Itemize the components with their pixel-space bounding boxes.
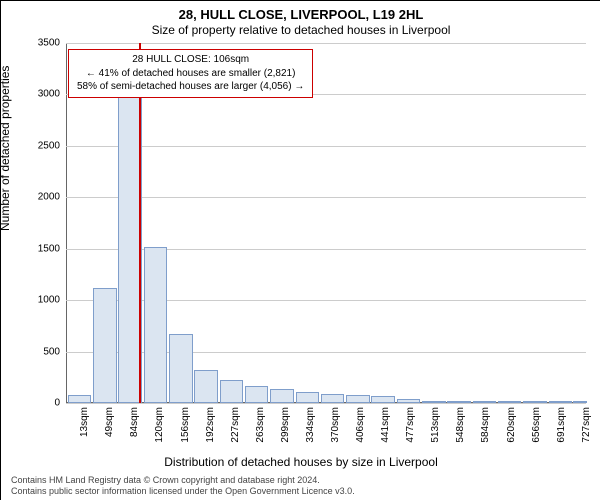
x-tick-label: 370sqm bbox=[330, 407, 341, 443]
histogram-bar bbox=[144, 247, 168, 403]
y-tick-label: 0 bbox=[54, 398, 60, 409]
gridline bbox=[66, 197, 586, 198]
histogram-bar bbox=[118, 72, 142, 403]
histogram-bar bbox=[68, 395, 92, 403]
x-tick-label: 13sqm bbox=[79, 407, 90, 437]
callout-line-2: ← 41% of detached houses are smaller (2,… bbox=[77, 67, 304, 81]
x-tick-label: 49sqm bbox=[104, 407, 115, 437]
y-tick-label: 1000 bbox=[38, 295, 60, 306]
histogram-bar bbox=[397, 399, 421, 403]
histogram-bar bbox=[194, 370, 218, 403]
y-tick-label: 3000 bbox=[38, 89, 60, 100]
histogram-bar bbox=[346, 395, 370, 403]
histogram-bar bbox=[296, 392, 320, 403]
y-tick-label: 3500 bbox=[38, 38, 60, 49]
histogram-bar bbox=[169, 334, 193, 403]
callout-box: 28 HULL CLOSE: 106sqm← 41% of detached h… bbox=[68, 49, 313, 98]
histogram-bar bbox=[473, 401, 497, 403]
histogram-bar bbox=[422, 401, 446, 404]
histogram-bar bbox=[573, 401, 587, 403]
histogram-bar bbox=[549, 401, 573, 403]
histogram-bar bbox=[93, 288, 117, 403]
gridline bbox=[66, 43, 586, 44]
y-tick-label: 500 bbox=[43, 346, 60, 357]
x-tick-label: 441sqm bbox=[380, 407, 391, 443]
x-tick-label: 691sqm bbox=[556, 407, 567, 443]
histogram-bar bbox=[447, 401, 471, 403]
callout-line-3: 58% of semi-detached houses are larger (… bbox=[77, 80, 304, 94]
chart-container: 28, HULL CLOSE, LIVERPOOL, L19 2HL Size … bbox=[0, 0, 600, 500]
x-axis-label: Distribution of detached houses by size … bbox=[1, 455, 600, 469]
histogram-bar bbox=[270, 389, 294, 403]
x-tick-label: 513sqm bbox=[430, 407, 441, 443]
y-axis-label: Number of detached properties bbox=[0, 66, 12, 231]
x-tick-label: 406sqm bbox=[355, 407, 366, 443]
y-tick-label: 2000 bbox=[38, 192, 60, 203]
x-tick-label: 263sqm bbox=[255, 407, 266, 443]
histogram-bar bbox=[498, 401, 522, 403]
x-tick-label: 156sqm bbox=[180, 407, 191, 443]
x-tick-label: 584sqm bbox=[480, 407, 491, 443]
x-tick-label: 227sqm bbox=[230, 407, 241, 443]
x-tick-label: 727sqm bbox=[581, 407, 592, 443]
gridline bbox=[66, 403, 586, 404]
callout-line-1: 28 HULL CLOSE: 106sqm bbox=[77, 53, 304, 67]
gridline bbox=[66, 146, 586, 147]
histogram-bar bbox=[220, 380, 244, 403]
histogram-bar bbox=[523, 401, 547, 403]
x-tick-label: 334sqm bbox=[305, 407, 316, 443]
footer-line-2: Contains public sector information licen… bbox=[11, 486, 355, 497]
histogram-bar bbox=[371, 396, 395, 403]
x-tick-label: 84sqm bbox=[129, 407, 140, 437]
histogram-bar bbox=[245, 386, 269, 403]
page-subtitle: Size of property relative to detached ho… bbox=[1, 23, 600, 37]
x-tick-label: 548sqm bbox=[455, 407, 466, 443]
x-tick-label: 192sqm bbox=[205, 407, 216, 443]
footer: Contains HM Land Registry data © Crown c… bbox=[11, 475, 355, 498]
y-tick-label: 1500 bbox=[38, 243, 60, 254]
x-tick-label: 120sqm bbox=[154, 407, 165, 443]
page-title: 28, HULL CLOSE, LIVERPOOL, L19 2HL bbox=[1, 7, 600, 22]
plot-area: 050010001500200025003000350013sqm49sqm84… bbox=[66, 43, 586, 403]
x-tick-label: 477sqm bbox=[405, 407, 416, 443]
footer-line-1: Contains HM Land Registry data © Crown c… bbox=[11, 475, 355, 486]
histogram-bar bbox=[321, 394, 345, 403]
y-axis bbox=[66, 43, 67, 403]
x-tick-label: 656sqm bbox=[531, 407, 542, 443]
x-tick-label: 620sqm bbox=[506, 407, 517, 443]
y-tick-label: 2500 bbox=[38, 140, 60, 151]
x-tick-label: 299sqm bbox=[280, 407, 291, 443]
